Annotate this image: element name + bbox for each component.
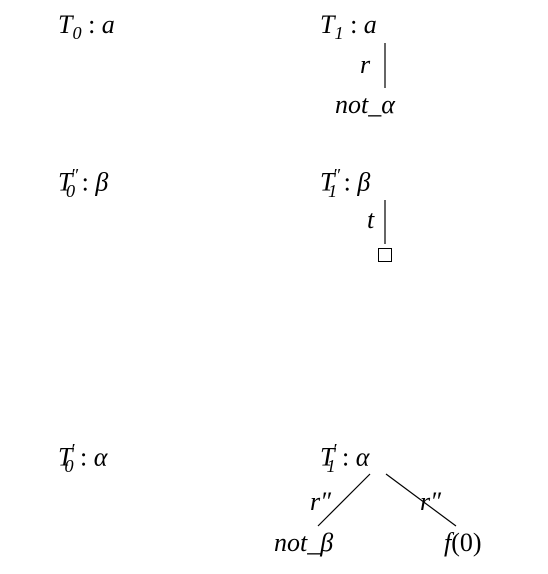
t1p-left-child-not-beta: not_β [274, 528, 333, 558]
t0-prefix: T [58, 10, 72, 39]
t1p-right-paren: (0) [451, 528, 481, 557]
t1p-right-edge-label: r″ [420, 487, 441, 517]
t0-tree-label: T0 : a [58, 10, 115, 44]
t1-tree-label: T1 : a [320, 10, 377, 44]
t0p-value: α [94, 443, 108, 472]
t0-sep: : [82, 10, 102, 39]
t0p-sep: : [74, 443, 94, 472]
t1pp-sep: : [337, 168, 357, 197]
t1pp-empty-box [378, 248, 392, 262]
t1-sep: : [344, 10, 364, 39]
t1-edge-r-label: r [360, 50, 370, 80]
t0p-tree-label: T′0 : α [58, 440, 107, 477]
t0-value: a [102, 10, 115, 39]
t1-value: a [364, 10, 377, 39]
edges-svg [0, 0, 548, 574]
t0pp-tree-label: T″0 : β [58, 165, 108, 202]
t1p-value: α [356, 443, 370, 472]
t0-sub: 0 [72, 23, 81, 43]
t0pp-sub: 0 [66, 181, 75, 201]
t1-child-not-alpha: not_α [335, 90, 395, 120]
t1pp-sub: 1 [328, 181, 337, 201]
t0pp-sep: : [75, 168, 95, 197]
t1p-left-edge-label: r″ [310, 487, 331, 517]
t0p-sub: 0 [64, 456, 73, 476]
t1p-right-child-f0: f(0) [444, 528, 482, 558]
t1p-sub: 1 [326, 456, 335, 476]
t1-prefix: T [320, 10, 334, 39]
t1pp-edge-t-label: t [367, 205, 374, 235]
t1pp-tree-label: T″1 : β [320, 165, 370, 202]
t1p-tree-label: T′1 : α [320, 440, 369, 477]
t0pp-value: β [95, 168, 108, 197]
t1-sub: 1 [334, 23, 343, 43]
t1pp-value: β [357, 168, 370, 197]
t1p-sep: : [336, 443, 356, 472]
